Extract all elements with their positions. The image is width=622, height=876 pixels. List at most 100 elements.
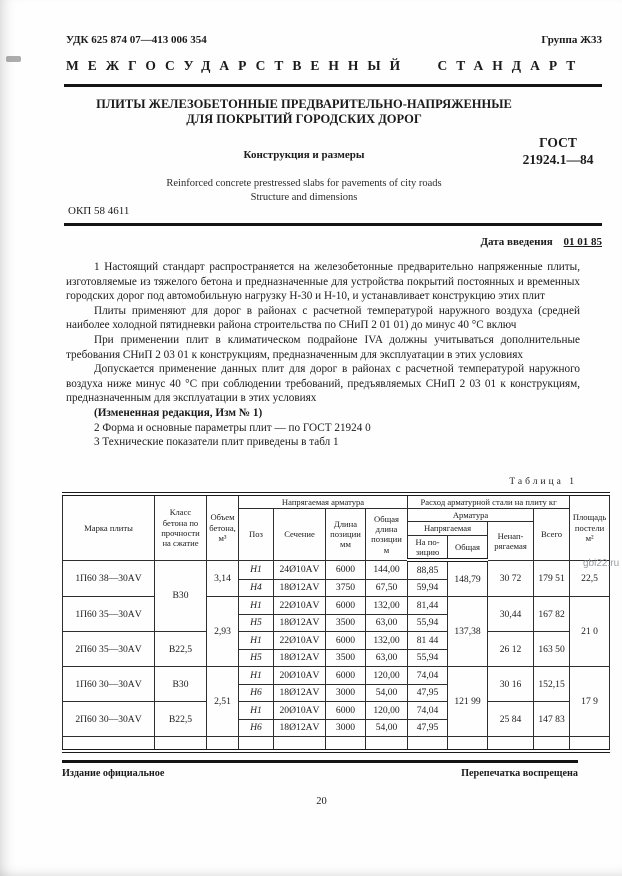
cell-napoz: 81 44: [407, 631, 449, 650]
cell-poz: Н5: [238, 648, 274, 668]
cell-odlina: 54,00: [364, 683, 409, 703]
cell-vsego: 167 82: [533, 596, 571, 633]
footer-rule: [62, 760, 578, 763]
table-row: Н4 18Ø12АV 3750 67,50 59,94: [63, 578, 610, 598]
document-subtitle: Конструкция и размеры: [243, 149, 365, 161]
page-number: 20: [316, 796, 327, 807]
col-header-klass: Класс бетона по прочности на сжатие: [154, 493, 207, 561]
cell-sechenie: 18Ø12АV: [273, 648, 326, 668]
cell-ploshad: 22,5: [569, 559, 611, 598]
cell-vsego: 147 83: [533, 701, 571, 738]
table-row: Н6 18Ø12АV 3000 54,00 47,95: [63, 683, 610, 703]
paragraph-amendment: (Измененная редакция, Изм № 1): [94, 406, 263, 419]
table-row: 1П60 35—30АV 2,93 Н1 22Ø10АV 6000 132,00…: [62, 596, 611, 668]
horizontal-rule: [64, 223, 602, 226]
cell-sechenie: 20Ø10АV: [273, 701, 326, 720]
cell-marka: 1П60 30—30АV: [62, 666, 155, 703]
cell-napoz: 55,94: [407, 648, 449, 668]
official-edition-label: Издание официальное: [62, 768, 165, 779]
cell-poz: Н1: [238, 666, 274, 685]
cell-odlina: 120,00: [364, 701, 409, 720]
cell-poz: Н1: [238, 631, 274, 650]
table-row: 2П60 35—30АV В22,5 Н1 22Ø10АV 6000 132,0…: [62, 631, 610, 668]
table-row: 1П60 38—30АV В30 3,14 Н1 24Ø10АV 6000 14…: [62, 559, 611, 633]
cell-odlina: 63,00: [364, 648, 409, 668]
cell-dlina: 3500: [325, 613, 366, 633]
paragraph-application: Плиты применяют для дорог в районах с ра…: [66, 304, 580, 332]
cell-odlina: 67,50: [364, 578, 409, 598]
body-text: 1 Настоящий стандарт распространяется на…: [66, 260, 580, 450]
document-title-line1: ПЛИТЫ ЖЕЛЕЗОБЕТОННЫЕ ПРЕДВАРИТЕЛЬНО-НАПР…: [96, 97, 512, 111]
col-header-na-poziciyu: На по­зицию: [407, 534, 449, 563]
cell-napoz: 81,44: [407, 596, 449, 615]
cell-sechenie: 22Ø10АV: [273, 596, 326, 615]
cell-sechenie: 22Ø10АV: [273, 631, 326, 650]
col-header-ploshad: Пло­щадь посте­ли м²: [569, 493, 611, 561]
col-header-rashod: Расход арматурной стали на плиту кг: [407, 493, 571, 510]
col-header-armatura: Арматура: [407, 508, 535, 523]
cell-vsego: 163 50: [533, 631, 571, 668]
document-title-line2: ДЛЯ ПОКРЫТИЙ ГОРОДСКИХ ДОРОГ: [186, 112, 422, 126]
cell-odlina: 63,00: [364, 613, 409, 633]
cell-dlina: 6000: [325, 559, 366, 580]
cell-odlina: 144,00: [364, 559, 409, 580]
paragraph-exception: Допускается применение данных плит для д…: [66, 363, 580, 405]
col-header-obem: Объем бетона, м³: [206, 493, 239, 561]
col-header-sechenie: Сечение: [273, 508, 326, 561]
title-block: ПЛИТЫ ЖЕЛЕЗОБЕТОННЫЕ ПРЕДВАРИТЕЛЬНО-НАПР…: [66, 97, 542, 204]
cell-poz: Н5: [238, 613, 274, 633]
effective-date-row: Дата введения 01 01 85: [66, 236, 602, 248]
effective-date-label: Дата введения: [480, 236, 553, 248]
cell-ploshad: 21 0: [569, 596, 611, 668]
cell-sechenie: 18Ø12АV: [273, 683, 326, 703]
col-header-napryagaemaya: Напрягаемая: [407, 521, 489, 536]
english-title-line1: Reinforced concrete prestressed slabs fo…: [166, 178, 442, 189]
gost-number: 21924.1—84: [522, 152, 594, 167]
cell-nenap: 30 72: [487, 559, 535, 598]
cell-odlina: 54,00: [364, 718, 409, 738]
col-header-napryag-armatura: Напрягаемая арматура: [237, 493, 409, 510]
gost-number-block: ГОСТ 21924.1—84: [508, 134, 608, 168]
cell-napoz: 74,04: [407, 701, 449, 720]
cell-dlina: 3750: [325, 578, 366, 598]
paragraph-scope: 1 Настоящий стандарт распространяется на…: [66, 261, 580, 303]
cell-dlina: 6000: [325, 666, 366, 685]
udk-code: УДК 625 874 07—413 006 354: [66, 34, 207, 46]
footer-row: Издание официальное Перепечатка воспреще…: [62, 768, 578, 779]
col-header-poz: Поз: [238, 508, 274, 561]
cell-vsego: 179 51: [533, 559, 571, 598]
cell-napoz: 47,95: [407, 683, 449, 703]
cell-klass: В30: [154, 559, 207, 633]
col-header-obshaya: Об­щая: [447, 534, 489, 563]
gost-label: ГОСТ: [539, 135, 577, 150]
cell-marka: 2П60 30—30АV: [62, 701, 155, 738]
cell-sechenie: 18Ø12АV: [273, 578, 326, 598]
cell-obem: 2,93: [206, 596, 239, 668]
cell-napoz: 74,04: [407, 666, 449, 685]
cell-dlina: 6000: [325, 701, 366, 720]
table-caption: Таблица 1: [509, 477, 577, 487]
cell-poz: Н1: [238, 559, 274, 580]
cell-ploshad: 17 9: [569, 666, 611, 738]
cell-dlina: 3000: [325, 683, 366, 703]
cell-dlina: 3000: [325, 718, 366, 738]
cell-sechenie: 18Ø12АV: [273, 718, 326, 738]
cell-marka: 1П60 38—30АV: [62, 559, 155, 598]
cell-sechenie: 24Ø10АV: [273, 559, 326, 580]
cell-nenap: 30,44: [487, 596, 535, 633]
cell-klass: В30: [154, 666, 207, 703]
english-title-line2: Structure and dimensions: [250, 191, 358, 203]
table-bottom-spacer: [62, 736, 611, 752]
classification-row: УДК 625 874 07—413 006 354 Группа Ж33: [66, 34, 602, 46]
cell-obshaya: 121 99: [447, 666, 489, 738]
cell-sechenie: 18Ø12АV: [273, 613, 326, 633]
col-header-dlina: Длина пози­ции мм: [325, 508, 366, 561]
technical-indicators-table: Марка плиты Класс бетона по прочности на…: [62, 492, 611, 754]
cell-dlina: 6000: [325, 596, 366, 615]
paragraph-form: 2 Форма и основные параметры плит — по Г…: [94, 421, 371, 434]
effective-date-value: 01 01 85: [563, 236, 603, 248]
cell-napoz: 59,94: [407, 578, 449, 598]
table-row: Н6 18Ø12АV 3000 54,00 47,95: [63, 718, 610, 738]
cell-klass: В22,5: [154, 701, 207, 738]
